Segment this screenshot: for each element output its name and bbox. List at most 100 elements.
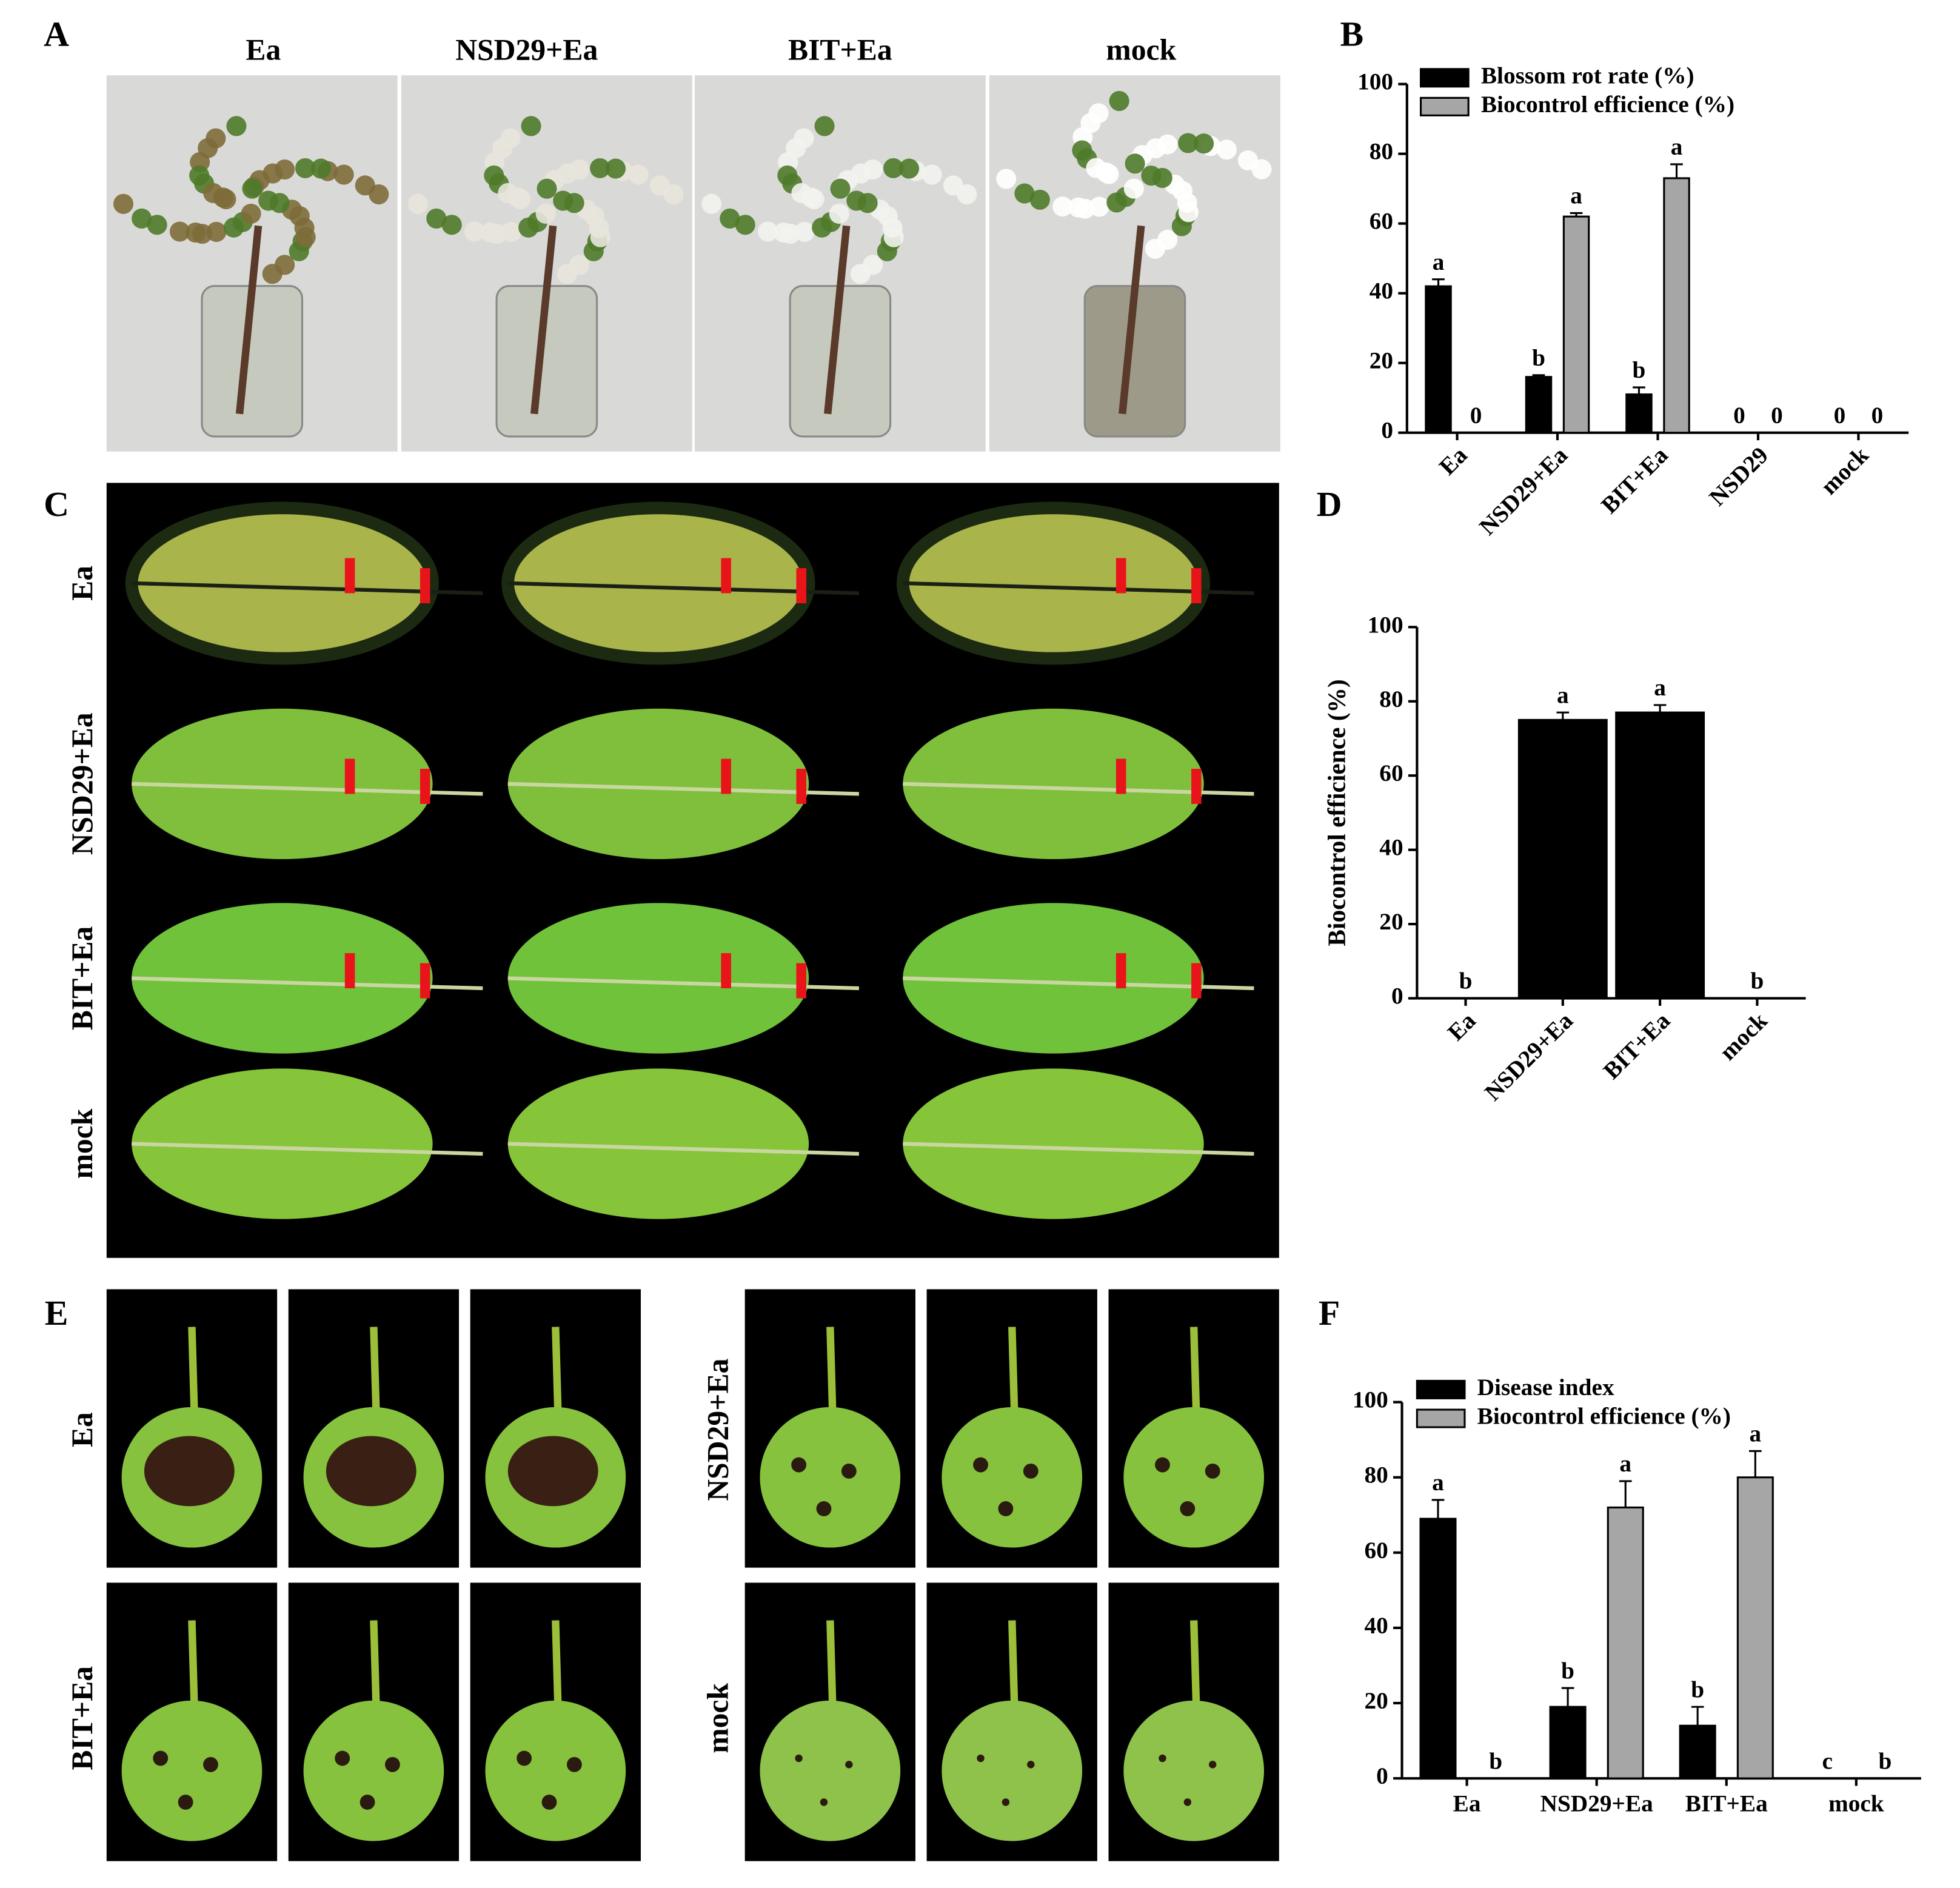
flower xyxy=(1099,164,1119,184)
flower xyxy=(289,206,310,227)
flower xyxy=(590,227,610,247)
flower xyxy=(1123,178,1144,199)
bar xyxy=(1549,1706,1587,1779)
significance-letter: b xyxy=(1691,1676,1704,1702)
flower xyxy=(537,178,557,199)
legend-swatch xyxy=(1420,68,1470,88)
y-tick-label: 60 xyxy=(1370,208,1393,235)
y-tick-label: 0 xyxy=(1381,417,1393,444)
leaf xyxy=(903,708,1204,859)
flower xyxy=(295,227,316,247)
flower xyxy=(1194,133,1214,154)
significance-letter: a xyxy=(1671,133,1683,160)
stem xyxy=(1119,225,1145,415)
significance-letter: b xyxy=(1561,1657,1574,1684)
inoculation-mark xyxy=(1115,758,1126,794)
stem xyxy=(235,225,263,415)
lesion xyxy=(153,1750,169,1766)
flower xyxy=(1052,196,1073,217)
lesion xyxy=(1023,1463,1039,1479)
lesion xyxy=(816,1501,832,1516)
pear xyxy=(303,1700,444,1841)
panel-label: A xyxy=(44,14,69,53)
midrib xyxy=(903,1142,1254,1156)
flower xyxy=(275,159,295,180)
flower xyxy=(569,159,590,180)
y-tick-label: 100 xyxy=(1353,1387,1388,1413)
bar xyxy=(1679,1724,1716,1779)
leaf xyxy=(507,903,809,1054)
inoculation-mark xyxy=(1115,558,1126,594)
inoculation-mark xyxy=(1191,963,1202,999)
row-label: Ea xyxy=(65,566,99,601)
flower xyxy=(957,184,977,205)
row-label: NSD29+Ea xyxy=(701,1358,735,1501)
flower xyxy=(169,221,190,242)
lesion xyxy=(1180,1501,1196,1516)
flower xyxy=(441,215,462,235)
flower xyxy=(147,215,167,235)
y-tick-label: 60 xyxy=(1379,760,1403,786)
bar xyxy=(1562,215,1590,434)
inoculation-mark xyxy=(796,769,807,804)
panel-label: B xyxy=(1340,14,1363,53)
flower xyxy=(812,217,832,238)
bar xyxy=(1425,285,1452,434)
pear xyxy=(485,1700,626,1841)
flower xyxy=(1178,202,1199,223)
inoculation-mark xyxy=(420,769,430,804)
bar xyxy=(1663,177,1690,434)
significance-letter: b xyxy=(1633,357,1646,383)
y-tick-label: 20 xyxy=(1370,347,1393,374)
flower xyxy=(310,158,331,179)
pear xyxy=(1123,1700,1265,1841)
lesion xyxy=(998,1501,1014,1516)
flower xyxy=(701,193,722,214)
flower xyxy=(1106,192,1127,213)
x-tick-label: NSD29+Ea xyxy=(1479,1007,1578,1106)
x-tick-label: mock xyxy=(1714,1007,1773,1065)
flower xyxy=(269,193,290,213)
value-label: 0 xyxy=(1470,402,1482,429)
inoculation-mark xyxy=(1191,568,1202,603)
significance-letter: b xyxy=(1489,1747,1502,1774)
pear-stem xyxy=(370,1620,380,1709)
column-label: mock xyxy=(1106,33,1176,66)
inoculation-mark xyxy=(1191,769,1202,804)
bar xyxy=(1615,711,1705,1000)
panel-label: C xyxy=(44,484,69,524)
lesion xyxy=(841,1463,857,1479)
significance-letter: c xyxy=(1822,1747,1833,1774)
flower xyxy=(590,158,610,178)
row-label: BIT+Ea xyxy=(65,1666,99,1770)
flower xyxy=(720,208,740,229)
significance-letter: a xyxy=(1619,1450,1631,1477)
flower xyxy=(216,189,236,210)
pear xyxy=(121,1700,263,1841)
lesion xyxy=(541,1795,557,1810)
y-tick-label: 20 xyxy=(1364,1687,1388,1714)
pear-stem xyxy=(188,1620,198,1709)
row-label: BIT+Ea xyxy=(65,926,99,1030)
flower xyxy=(850,264,871,284)
flower xyxy=(262,264,283,284)
x-tick-label: BIT+Ea xyxy=(1598,1007,1676,1085)
inoculation-mark xyxy=(796,568,807,603)
midrib xyxy=(132,1142,483,1156)
flower xyxy=(777,165,798,186)
x-tick-label: Ea xyxy=(1434,441,1473,480)
leaf xyxy=(903,903,1204,1054)
inoculation-mark xyxy=(420,568,430,603)
bar xyxy=(1525,376,1553,434)
x-tick-label: Ea xyxy=(1442,1007,1481,1046)
y-tick-label: 20 xyxy=(1379,908,1403,935)
y-tick-label: 60 xyxy=(1364,1537,1388,1564)
legend-swatch xyxy=(1416,1408,1466,1428)
lesion xyxy=(335,1750,350,1766)
inoculation-mark xyxy=(420,963,430,999)
leaf xyxy=(132,903,433,1054)
x-tick-label: Ea xyxy=(1453,1790,1481,1817)
flower xyxy=(1029,189,1050,210)
flower xyxy=(132,208,152,229)
lesion xyxy=(1159,1754,1166,1762)
